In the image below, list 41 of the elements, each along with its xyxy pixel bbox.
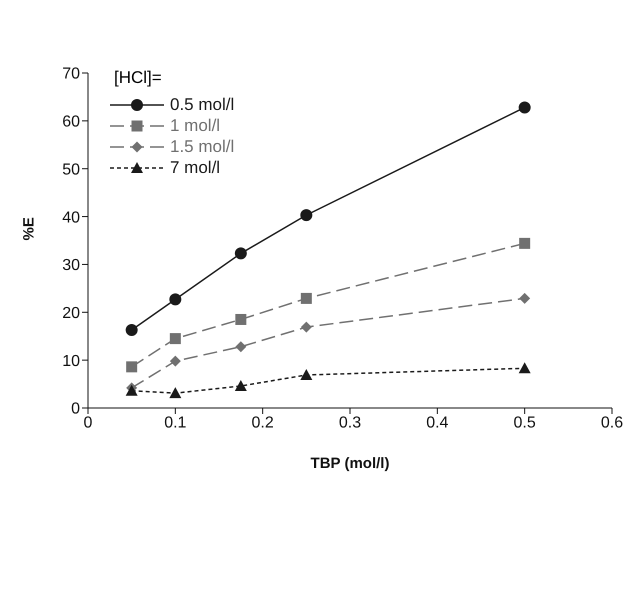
point — [234, 247, 247, 260]
x-tick-label: 0.3 — [338, 414, 362, 432]
point — [519, 238, 530, 249]
x-tick-label: 0.6 — [600, 414, 624, 432]
point — [235, 314, 246, 325]
y-tick-label: 30 — [62, 257, 80, 274]
x-tick-label: 0.4 — [426, 414, 449, 432]
x-tick-label: 0.1 — [164, 414, 187, 432]
y-axis-title: %E — [20, 217, 38, 240]
point — [126, 361, 138, 372]
point — [169, 293, 182, 306]
point — [234, 380, 247, 391]
y-tick-label: 20 — [62, 304, 80, 322]
point — [126, 324, 138, 336]
point — [518, 101, 531, 114]
x-axis-title: TBP (mol/l) — [310, 455, 390, 472]
legend-label: 0.5 mol/l — [170, 94, 234, 114]
point — [126, 384, 138, 396]
x-tick-label: 0.5 — [514, 414, 536, 432]
legend-label: 1.5 mol/l — [170, 136, 234, 156]
point — [235, 341, 246, 352]
point — [300, 292, 312, 304]
point — [518, 362, 531, 374]
point — [170, 356, 181, 367]
point — [300, 209, 312, 222]
x-tick-label: 0 — [84, 414, 93, 432]
legend-title: [HCl]= — [114, 68, 163, 88]
point — [300, 322, 312, 333]
point — [170, 333, 181, 344]
legend-label: 1 mol/l — [170, 116, 220, 136]
point — [519, 292, 530, 304]
y-tick-label: 60 — [62, 114, 80, 131]
x-tick-label: 0.2 — [252, 414, 274, 432]
y-tick-label: 70 — [62, 66, 80, 83]
y-tick-label: 10 — [62, 352, 80, 370]
y-tick-label: 0 — [71, 400, 80, 418]
legend-label: 7 mol/l — [170, 158, 220, 178]
y-tick-label: 40 — [62, 209, 80, 226]
point — [169, 387, 182, 398]
point — [300, 368, 312, 380]
y-tick-label: 50 — [62, 161, 80, 178]
